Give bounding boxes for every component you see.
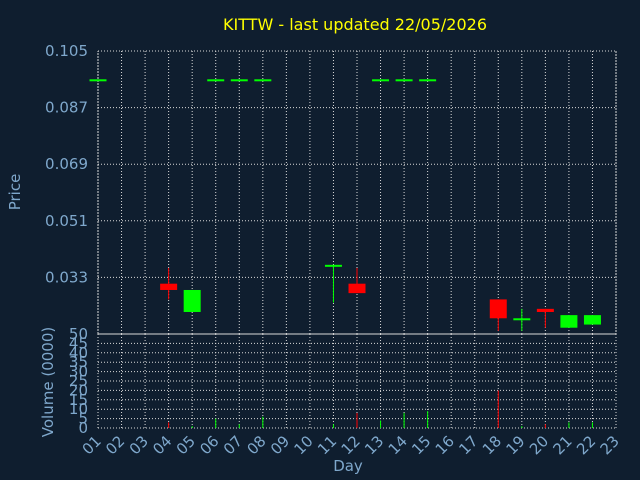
volume-tick-label: 15 [69,391,88,409]
x-tick-label: 15 [408,432,434,458]
volume-axis-label: Volume (0000) [39,327,57,437]
volume-bars [168,390,593,428]
candle [160,267,178,300]
x-axis-label: Day [333,457,363,475]
candle [89,79,107,82]
candle [536,308,554,328]
volume-tick-label: 0 [78,419,88,437]
x-tick-label: 07 [220,432,246,458]
x-tick-label: 11 [314,432,340,458]
candle-body [230,79,248,82]
x-tick-label: 23 [597,432,623,458]
candle-body [254,79,272,82]
x-tick-label: 12 [338,432,364,458]
x-tick-label: 22 [573,432,599,458]
volume-tick-label: 20 [69,381,88,399]
volume-tick-label: 10 [69,400,88,418]
price-tick-labels: 0.105 0.087 0.069 0.051 0.033 [45,42,88,286]
volume-tick-label: 5 [78,410,88,428]
candle [419,79,437,82]
candle-body [560,315,578,328]
x-tick-labels: 0102030405060708091011121314151617181920… [79,432,623,458]
candle-body [395,79,413,82]
price-tick-label: 0.069 [45,155,88,173]
candle [395,79,413,82]
candle-body [489,299,507,319]
x-tick-label: 18 [479,432,505,458]
x-tick-label: 17 [455,432,481,458]
x-tick-label: 08 [243,432,269,458]
x-tick-label: 16 [432,432,458,458]
candle-body [89,79,107,82]
candle [183,289,201,312]
candle [324,264,342,303]
volume-tick-label: 50 [69,325,88,343]
candle-body [513,318,531,321]
candle-body [583,315,601,325]
x-tick-label: 04 [149,432,175,458]
candle [372,79,390,82]
candle [254,79,272,82]
candle [348,267,366,294]
x-tick-label: 14 [385,432,411,458]
price-tick-label: 0.033 [45,268,88,286]
candle-body [419,79,437,82]
candle-body [372,79,390,82]
candle-body [207,79,225,82]
x-tick-label: 03 [126,432,152,458]
chart-title: KITTW - last updated 22/05/2026 [223,15,487,34]
x-tick-label: 20 [526,432,552,458]
x-tick-label: 06 [196,432,222,458]
price-tick-label: 0.105 [45,42,88,60]
candle-body [324,264,342,267]
volume-tick-label: 40 [69,344,88,362]
volume-tick-label: 30 [69,363,88,381]
x-tick-label: 19 [502,432,528,458]
candle-body [183,289,201,312]
candle [207,79,225,82]
x-tick-label: 13 [361,432,387,458]
candle [560,315,578,328]
x-tick-label: 02 [102,432,128,458]
candle [230,79,248,82]
x-tick-label: 05 [173,432,199,458]
candle-body [160,283,178,290]
candle [489,299,507,331]
candles [89,79,601,331]
candle-body [348,283,366,294]
x-tick-label: 21 [550,432,576,458]
price-tick-label: 0.051 [45,212,88,230]
candle [513,308,531,331]
volume-tick-label: 25 [69,372,88,390]
x-tick-label: 09 [267,432,293,458]
candle [583,315,601,325]
x-tick-label: 10 [291,432,317,458]
volume-tick-label: 45 [69,334,88,352]
price-axis-label: Price [6,174,24,211]
candle-body [536,308,554,312]
price-tick-label: 0.087 [45,99,88,117]
volume-tick-label: 35 [69,353,88,371]
